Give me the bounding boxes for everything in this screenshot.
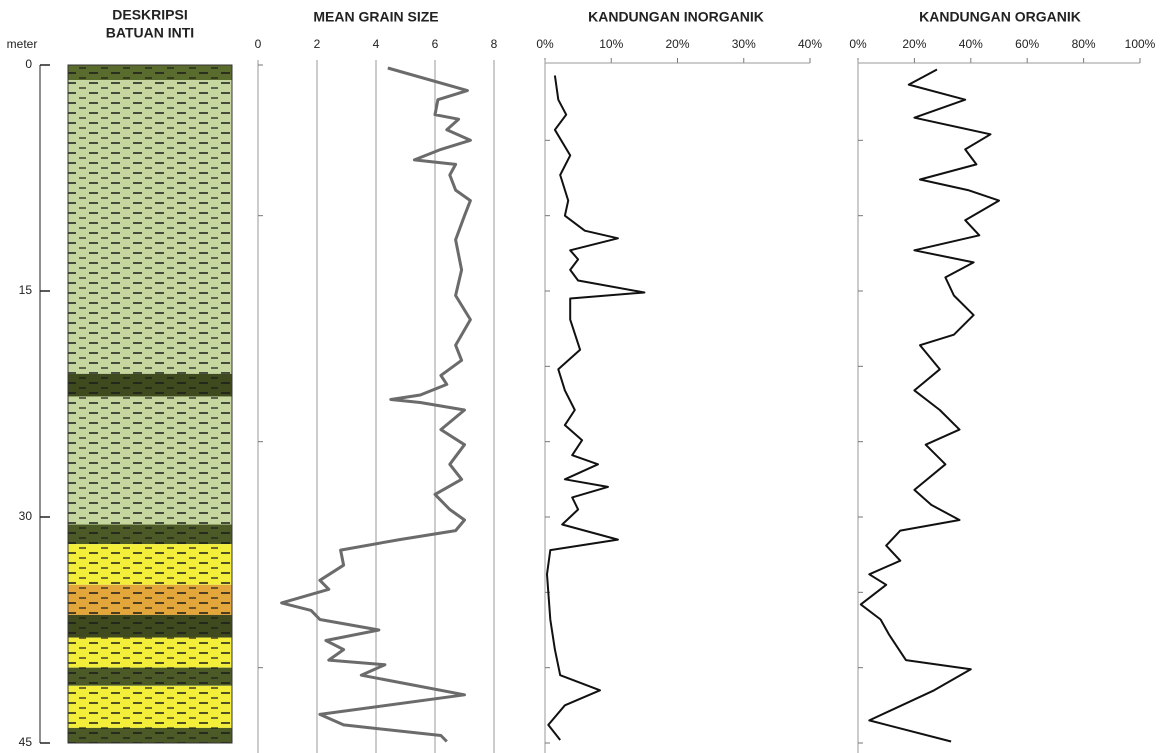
- x-tick-label: 20%: [902, 37, 926, 51]
- profile-line: [859, 68, 1000, 743]
- layer-pattern: [68, 685, 232, 728]
- x-tick-label: 10%: [599, 37, 623, 51]
- layer-pattern: [68, 637, 232, 668]
- panel-title: MEAN GRAIN SIZE: [313, 9, 438, 25]
- panel-title: KANDUNGAN INORGANIK: [588, 9, 764, 25]
- profile-line: [280, 66, 472, 743]
- y-tick-label: 0: [25, 57, 32, 71]
- panel-title: DESKRIPSI: [112, 7, 187, 23]
- x-tick-label: 0: [255, 37, 262, 51]
- x-tick-label: 40%: [798, 37, 822, 51]
- y-tick-label: 15: [19, 283, 33, 297]
- layer-pattern: [68, 584, 232, 615]
- layer-pattern: [68, 544, 232, 585]
- x-tick-label: 2: [314, 37, 321, 51]
- layer-pattern: [68, 65, 232, 81]
- x-tick-label: 80%: [1072, 37, 1096, 51]
- x-tick-label: 40%: [959, 37, 983, 51]
- panel-title: KANDUNGAN ORGANIK: [919, 9, 1081, 25]
- y-axis-label: meter: [7, 37, 38, 51]
- layer-pattern: [68, 727, 232, 743]
- layer-pattern: [68, 524, 232, 545]
- core-border: [67, 64, 233, 744]
- layer-pattern: [68, 373, 232, 397]
- profile-line: [546, 75, 646, 741]
- layer-pattern: [68, 614, 232, 638]
- layer-pattern: [68, 667, 232, 686]
- layer-pattern: [68, 80, 232, 374]
- x-tick-label: 60%: [1015, 37, 1039, 51]
- y-tick-label: 45: [19, 735, 33, 749]
- x-tick-label: 20%: [665, 37, 689, 51]
- layer-pattern: [68, 396, 232, 525]
- x-tick-label: 4: [373, 37, 380, 51]
- x-tick-label: 6: [432, 37, 439, 51]
- x-tick-label: 8: [491, 37, 498, 51]
- x-tick-label: 30%: [732, 37, 756, 51]
- x-tick-label: 0%: [536, 37, 554, 51]
- x-tick-label: 100%: [1125, 37, 1156, 51]
- x-tick-label: 0%: [849, 37, 867, 51]
- panel-title: BATUAN INTI: [106, 25, 194, 41]
- y-tick-label: 30: [19, 509, 33, 523]
